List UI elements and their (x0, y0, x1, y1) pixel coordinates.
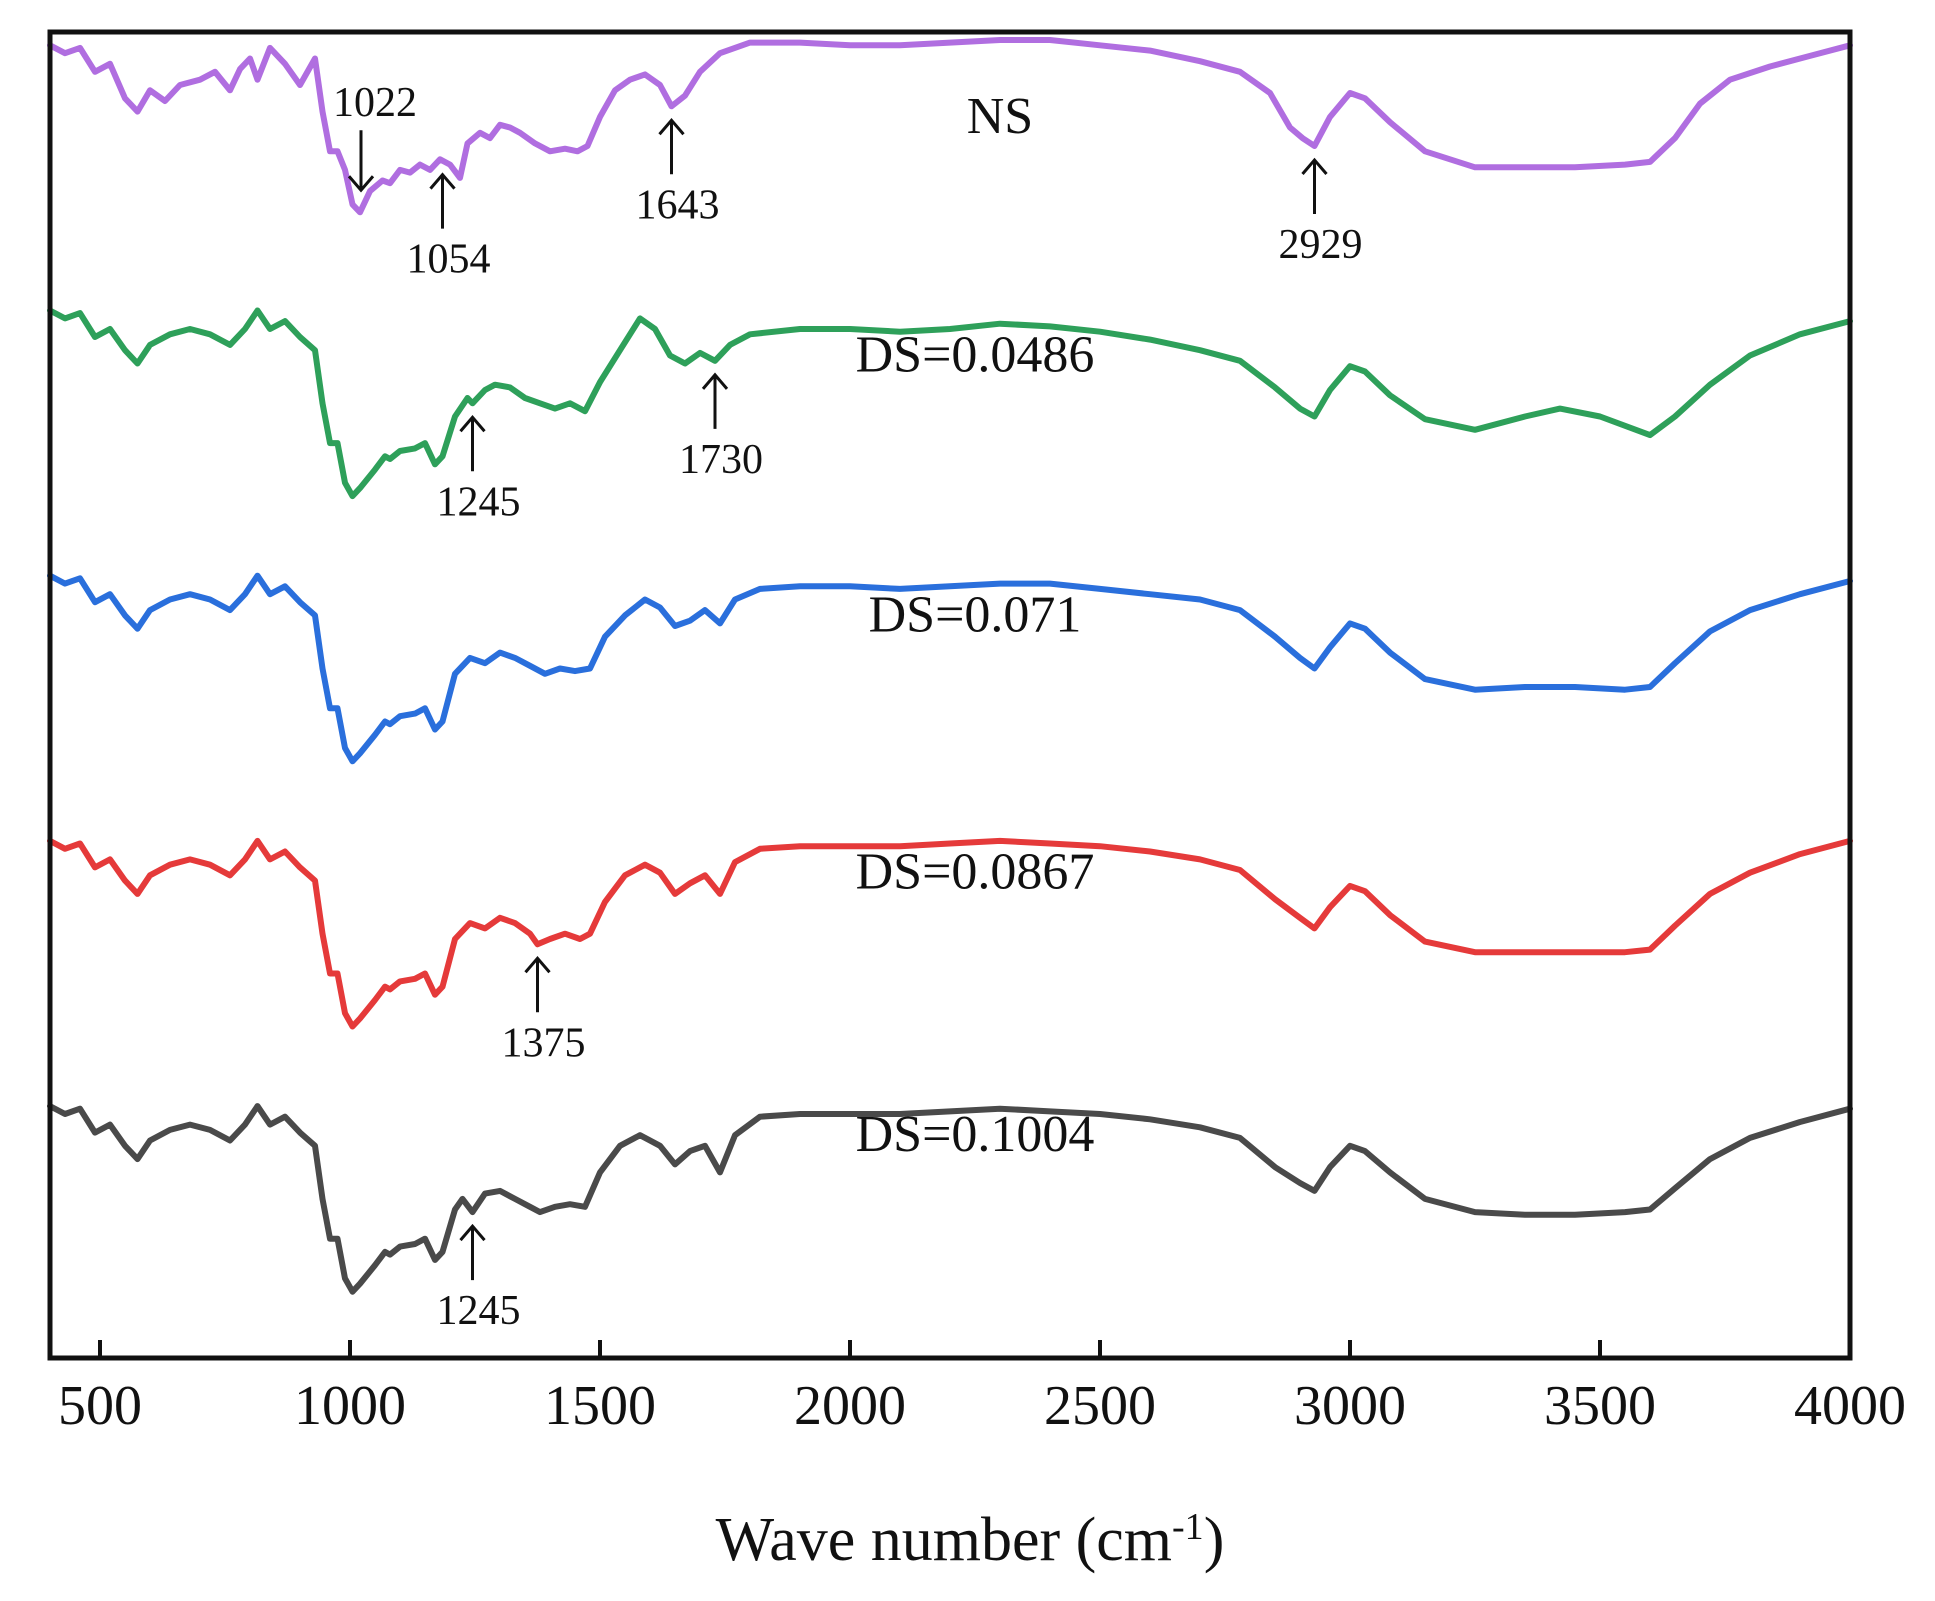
peak-arrow (701, 372, 729, 429)
peak-label: 1643 (636, 182, 720, 228)
spectrum-line-4 (47, 1103, 1853, 1295)
peak-label: 1054 (407, 237, 491, 283)
peak-arrow (347, 130, 375, 193)
peak-label: 1022 (333, 80, 417, 126)
peak-label: 1245 (437, 1288, 521, 1334)
x-tick-label: 4000 (1794, 1375, 1906, 1437)
peak-arrow (524, 955, 551, 1013)
series-labels: NS DS=0.0486 DS=0.071 DS=0.0867 DS=0.1004 (856, 88, 1095, 1163)
series-label-0: NS (967, 88, 1033, 145)
spectra-group (47, 37, 1853, 1295)
x-tick-label: 500 (58, 1375, 142, 1437)
peak-arrow (1301, 157, 1328, 215)
spectrum-line-1 (47, 307, 1853, 500)
series-label-3: DS=0.0867 (856, 844, 1095, 901)
series-label-2: DS=0.071 (869, 586, 1082, 643)
peak-annotation-3: 2929 (1279, 157, 1363, 268)
peak-label: 1375 (502, 1020, 586, 1066)
plot-frame (47, 29, 1853, 1361)
series-label-4: DS=0.1004 (856, 1106, 1095, 1163)
peak-arrow (429, 172, 456, 229)
peak-annotation-7: 1245 (437, 1223, 521, 1334)
x-axis-label: Wave number (cm-1) (716, 1506, 1225, 1574)
x-axis-label-superscript: -1 (1172, 1506, 1204, 1548)
peak-label: 1245 (437, 479, 521, 525)
x-axis-ticks: 500 1000 1500 2000 2500 3000 3500 4000 (58, 1340, 1906, 1437)
peak-label: 2929 (1279, 222, 1363, 268)
x-tick-label: 2500 (1044, 1375, 1156, 1437)
series-label-1: DS=0.0486 (856, 326, 1095, 383)
peak-annotation-5: 1730 (679, 372, 763, 483)
peak-label: 1730 (679, 437, 763, 483)
peak-annotation-6: 1375 (502, 955, 586, 1066)
peak-annotation-4: 1245 (437, 414, 521, 525)
x-tick-label: 1500 (544, 1375, 656, 1437)
peak-annotation-0: 1022 (333, 80, 417, 193)
x-axis-label-close: ) (1204, 1506, 1225, 1574)
peak-arrow (658, 117, 685, 175)
peak-annotations: 1022 1054 1643 2929 1245 1730 1375 1245 (333, 80, 1363, 1334)
spectrum-line-3 (47, 837, 1853, 1030)
x-tick-label: 1000 (294, 1375, 406, 1437)
peak-arrow (459, 1223, 486, 1281)
peak-annotation-2: 1643 (636, 117, 720, 228)
x-tick-label: 3000 (1294, 1375, 1406, 1437)
peak-arrow (459, 414, 486, 472)
peak-annotation-1: 1054 (407, 172, 491, 283)
spectrum-line-2 (47, 572, 1853, 765)
x-tick-label: 3500 (1544, 1375, 1656, 1437)
x-tick-label: 2000 (794, 1375, 906, 1437)
x-axis-label-main: Wave number (cm (716, 1506, 1172, 1574)
spectrum-line-0 (47, 37, 1853, 216)
